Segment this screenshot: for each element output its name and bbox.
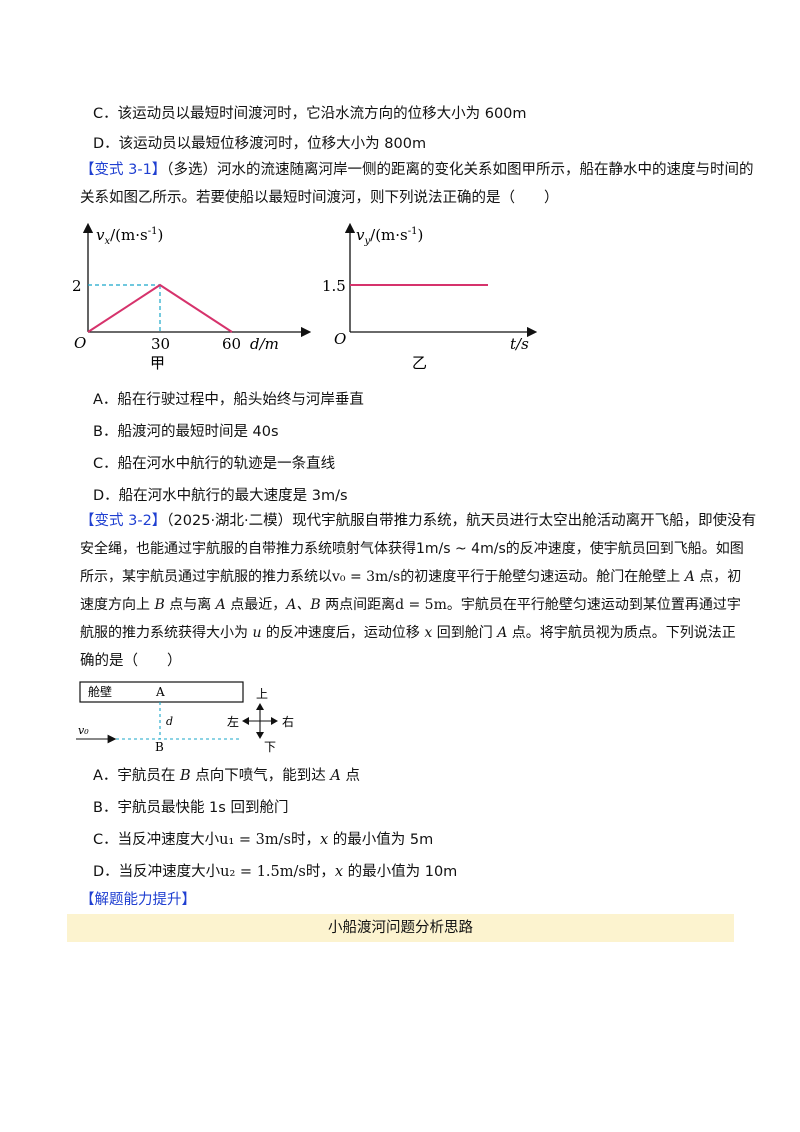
graph-yi: vy/(m·s-1) 1.5 O t/s 乙 [322, 222, 538, 372]
q32-oc5: 的最小值为 5m [328, 832, 434, 848]
q32-stem-line1: 【变式 3-2】（2025·湖北·二模）现代宇航服自带推力系统，航天员进行太空出… [80, 511, 756, 531]
prev-option-d: D．该运动员以最短位移渡河时，位移大小为 800m [93, 136, 427, 152]
q31-option-b: B．船渡河的最短时间是 40s [93, 424, 279, 440]
q32-oa4: A [330, 768, 341, 784]
q32-l5c: 的反冲速度后，运动位移 [261, 625, 425, 641]
q32-text1: （2025·湖北·二模）现代宇航服自带推力系统，航天员进行太空出舱活动离开飞船，… [166, 513, 757, 529]
q32-l4c: 点与离 [164, 597, 216, 613]
q32-od4: x [334, 864, 344, 880]
graph-jia: vx/(m·s-1) 2 O 30 60 d/m 甲 [72, 222, 312, 372]
q32-l4i: 。宇航员在平行舱壁匀速运动到某位置再通过宇 [446, 597, 741, 613]
q32-stem-line2: 安全绳，也能通过宇航服的自带推力系统喷射气体获得1m/s ~ 4m/s的反冲速度… [80, 541, 744, 557]
q32-l3d: A [684, 569, 695, 585]
dir-up-label: 上 [256, 687, 268, 701]
q32-od1: D．当反冲速度大小 [93, 864, 221, 880]
dir-arrow-down [256, 732, 264, 739]
q31-stem-line1: 【变式 3-1】（多选）河水的流速随离河岸一侧的距离的变化关系如图甲所示，船在静… [80, 160, 754, 180]
q32-od2: u₂ = 1.5m/s [220, 864, 306, 880]
q32-option-b: B．宇航员最快能 1s 回到舱门 [93, 800, 289, 816]
q32-stem-line4: 速度方向上 B 点与离 A 点最近，A、B 两点间距离d = 5m。宇航员在平行… [80, 595, 741, 615]
q31-option-a: A．船在行驶过程中，船头始终与河岸垂直 [93, 392, 364, 408]
q32-l3e: 点，初 [694, 569, 742, 585]
graph-jia-origin: O [74, 334, 86, 352]
q32-oc4: x [319, 832, 329, 848]
q32-oa2: B [180, 768, 191, 784]
graph-jia-xlabel: d/m [250, 335, 279, 353]
q32-v0-value: v₀ = 3m/s [332, 569, 401, 585]
q32-l4e: 点最近， [225, 597, 287, 613]
graph-jia-velocity-line [87, 283, 233, 333]
graph-jia-ylabel: vx/(m·s-1) [96, 226, 163, 247]
dir-arrow-up [256, 703, 264, 710]
q31-stem-line2: 关系如图乙所示。若要使船以最短时间渡河，则下列说法正确的是（ ） [80, 190, 559, 206]
graph-yi-origin: O [334, 330, 346, 348]
q32-oc3: 时， [290, 832, 320, 848]
q31-option-d: D．船在河水中航行的最大速度是 3m/s [93, 488, 348, 504]
q32-l5d: x [424, 625, 433, 641]
q32-l4f: A、B [286, 597, 321, 613]
q32-tag: 【变式 3-2】 [80, 513, 167, 529]
graph-jia-xtick-30: 30 [151, 335, 170, 353]
section-tag: 【解题能力提升】 [80, 892, 196, 908]
cabin-wall [79, 681, 244, 703]
dir-left-label: 左 [227, 714, 239, 729]
distance-label: d [166, 715, 173, 728]
q32-l5g: 点。将宇航员视为质点。下列说法正 [507, 625, 736, 641]
graph-jia-ytick: 2 [72, 277, 82, 295]
q32-l5e: 回到舱门 [432, 625, 498, 641]
graph-yi-caption: 乙 [412, 354, 427, 372]
q32-d-value: d = 5m [395, 597, 447, 613]
q32-l5f: A [497, 625, 508, 641]
dir-down-label: 下 [264, 740, 276, 754]
q32-option-a: A．宇航员在 B 点向下喷气，能到达 A 点 [93, 766, 360, 786]
q32-l3c: 的初速度平行于舱壁匀速运动。舱门在舱壁上 [400, 569, 685, 585]
point-b-label: B [155, 740, 164, 754]
q32-od3: 时， [305, 864, 335, 880]
q32-oa5: 点 [340, 768, 360, 784]
q32-l4d: A [215, 597, 226, 613]
q32-l5b: u [252, 625, 262, 641]
v0-label: v₀ [78, 724, 89, 737]
q32-stem-line6: 确的是（ ） [80, 653, 182, 669]
q31-tag: 【变式 3-1】 [80, 162, 167, 178]
q32-l3a: 所示，某宇航员通过宇航服的推力系统以 [80, 569, 332, 585]
dir-arrow-right [271, 717, 278, 725]
graph-yi-ylabel: vy/(m·s-1) [356, 226, 423, 247]
q32-l5a: 航服的推力系统获得大小为 [80, 625, 253, 641]
q32-oc2: u₁ = 3m/s [219, 832, 291, 848]
dir-arrow-left [242, 717, 249, 725]
section-banner: 小船渡河问题分析思路 [67, 914, 734, 942]
q32-diagram: 舱壁 A d v₀ B 上 下 左 右 [76, 681, 294, 754]
q32-l4g: 两点间距离 [320, 597, 396, 613]
q32-stem-line5: 航服的推力系统获得大小为 u 的反冲速度后，运动位移 x 回到舱门 A 点。将宇… [80, 623, 736, 643]
graph-yi-xlabel: t/s [510, 335, 529, 353]
q32-option-c: C．当反冲速度大小u₁ = 3m/s时，x 的最小值为 5m [93, 830, 433, 850]
q32-oa3: 点向下喷气，能到达 [190, 768, 331, 784]
q32-l4a: 速度方向上 [80, 597, 155, 613]
q32-option-d: D．当反冲速度大小u₂ = 1.5m/s时，x 的最小值为 10m [93, 862, 457, 882]
q32-od5: 的最小值为 10m [343, 864, 458, 880]
point-a-label: A [155, 685, 165, 699]
q32-stem-line3: 所示，某宇航员通过宇航服的推力系统以v₀ = 3m/s的初速度平行于舱壁匀速运动… [80, 567, 741, 587]
q31-text1: （多选）河水的流速随离河岸一侧的距离的变化关系如图甲所示，船在静水中的速度与时间… [166, 162, 754, 178]
q32-l4b: B [154, 597, 165, 613]
dir-right-label: 右 [282, 714, 294, 729]
q32-oc1: C．当反冲速度大小 [93, 832, 220, 848]
prev-option-c: C．该运动员以最短时间渡河时，它沿水流方向的位移大小为 600m [93, 106, 527, 122]
graph-yi-ytick: 1.5 [322, 277, 346, 295]
q32-oa1: A．宇航员在 [93, 768, 181, 784]
q31-option-c: C．船在河水中航行的轨迹是一条直线 [93, 456, 336, 472]
graph-jia-xtick-60: 60 [222, 335, 241, 353]
cabin-wall-label: 舱壁 [88, 684, 112, 699]
graph-jia-caption: 甲 [150, 354, 165, 372]
